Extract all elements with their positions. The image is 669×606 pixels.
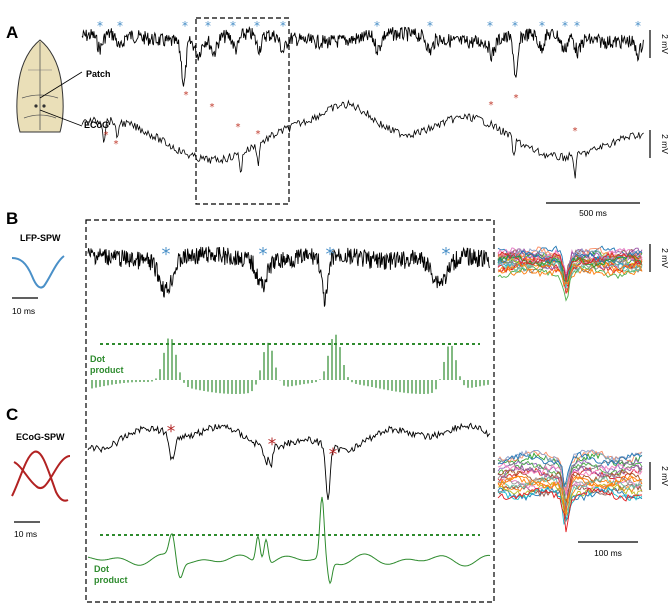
blue-star-marker: * xyxy=(539,19,545,33)
blue-star-marker: * xyxy=(182,19,188,33)
red-star-marker: * xyxy=(210,102,215,113)
lfp-spw-title: LFP-SPW xyxy=(20,233,61,243)
dot-label-b-1: Dot xyxy=(90,354,105,364)
blue-star-marker: * xyxy=(97,19,103,33)
overlay-trace xyxy=(497,476,643,512)
overlay-trace xyxy=(497,472,643,516)
overlay-trace xyxy=(497,251,643,282)
panel-b-stars: * * * * xyxy=(162,244,451,265)
red-star-marker: * xyxy=(573,126,578,137)
lfp-spw-template xyxy=(11,255,65,289)
blue-star-marker: * xyxy=(254,19,260,33)
overlay-trace xyxy=(497,451,643,489)
time-scale-label-a: 500 ms xyxy=(579,208,607,218)
dot-label-c-2: product xyxy=(94,575,128,585)
panel-c-stars: * * * xyxy=(167,422,338,465)
red-star-marker: * xyxy=(167,422,176,442)
patch-label: Patch xyxy=(86,69,111,79)
overlay-trace xyxy=(497,253,643,283)
blue-star-marker: * xyxy=(280,19,286,33)
panel-b-letter: B xyxy=(6,209,18,228)
ecog-spw-template-2 xyxy=(13,455,71,489)
lfp-overlay-traces xyxy=(497,245,643,302)
overlay-trace xyxy=(497,458,643,496)
overlay-trace xyxy=(497,264,643,302)
dot-product-bars-b xyxy=(91,334,489,394)
dot-product-curve-c xyxy=(87,496,491,585)
ecog-trace xyxy=(81,99,644,179)
panel-a-letter: A xyxy=(6,23,18,42)
red-star-marker: * xyxy=(489,100,494,111)
rat-skull-icon xyxy=(16,39,64,133)
red-star-marker: * xyxy=(184,90,189,101)
ecog-pointer-line xyxy=(39,109,83,127)
ecog-trace-zoom xyxy=(87,422,491,500)
dot-label-c-1: Dot xyxy=(94,564,109,574)
blue-star-marker: * xyxy=(512,19,518,33)
red-star-marker: * xyxy=(114,139,119,150)
overlay-trace xyxy=(497,487,643,533)
lfp-trace-zoom xyxy=(87,246,490,307)
blue-star-marker: * xyxy=(635,19,641,33)
ecog-spw-template-1 xyxy=(11,450,69,502)
overlay-scale-label-c: 2 mV xyxy=(660,466,669,486)
blue-star-marker: * xyxy=(230,19,236,33)
blue-star-marker: * xyxy=(205,19,211,33)
blue-star-marker: * xyxy=(162,244,171,265)
blue-star-marker: * xyxy=(574,19,580,33)
red-star-marker: * xyxy=(104,130,109,141)
blue-star-marker: * xyxy=(374,19,380,33)
red-star-marker: * xyxy=(268,435,277,455)
detail-box xyxy=(85,219,495,603)
ecog-label: ECoG xyxy=(84,120,109,130)
dot-label-b-2: product xyxy=(90,365,124,375)
ecog-spw-title: ECoG-SPW xyxy=(16,432,65,442)
overlay-trace xyxy=(497,462,643,496)
blue-star-marker: * xyxy=(326,244,335,265)
red-star-marker: * xyxy=(236,122,241,133)
panel-a-stars: * * * * * * * * * * * * * * * * * * * * * * * * xyxy=(97,19,641,150)
ecog-scale-label: 2 mV xyxy=(660,134,669,154)
time-scale-label-c: 100 ms xyxy=(594,548,622,558)
blue-star-marker: * xyxy=(487,19,493,33)
template-scale-label-c: 10 ms xyxy=(14,529,37,539)
patch-trace xyxy=(81,26,644,87)
template-scale-label-b: 10 ms xyxy=(12,306,35,316)
ecog-overlay-traces xyxy=(497,449,643,533)
overlay-trace xyxy=(497,475,643,516)
blue-star-marker: * xyxy=(427,19,433,33)
overlay-trace xyxy=(497,262,643,287)
blue-star-marker: * xyxy=(562,19,568,33)
overlay-scale-label-b: 2 mV xyxy=(660,248,669,268)
patch-pointer-line xyxy=(39,71,83,99)
overlay-trace xyxy=(497,466,643,510)
panel-c-letter: C xyxy=(6,405,18,424)
patch-scale-label: 2 mV xyxy=(660,34,669,54)
red-star-marker: * xyxy=(256,129,261,140)
zoom-box xyxy=(195,17,290,205)
blue-star-marker: * xyxy=(117,19,123,33)
blue-star-marker: * xyxy=(259,244,268,265)
blue-star-marker: * xyxy=(442,244,451,265)
red-star-marker: * xyxy=(329,445,338,465)
red-star-marker: * xyxy=(514,93,519,104)
